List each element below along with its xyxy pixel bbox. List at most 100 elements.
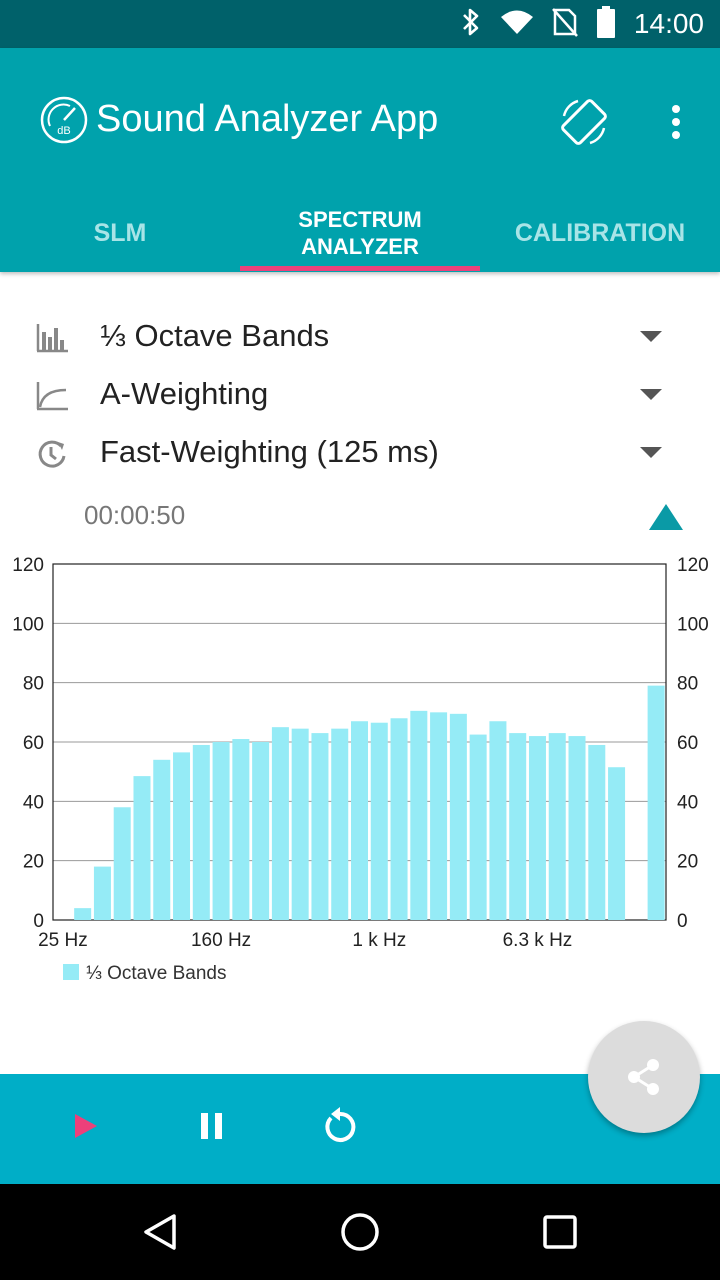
history-clock-icon	[34, 436, 70, 472]
y-tick-label-left: 0	[33, 911, 44, 932]
bar-band-27	[588, 744, 606, 920]
collapse-settings-button[interactable]	[649, 504, 683, 530]
replay-icon	[325, 1107, 356, 1142]
bar-band-11	[271, 727, 289, 920]
bar-band-12	[291, 728, 309, 920]
pause-icon	[201, 1113, 222, 1139]
weighting-curve-icon	[34, 378, 70, 414]
recents-button[interactable]	[530, 1202, 590, 1262]
bar-band-10	[252, 742, 270, 920]
y-tick-label-right: 40	[677, 792, 698, 813]
y-tick-label-left: 40	[23, 792, 44, 813]
bar-band-7	[192, 744, 210, 920]
spectrum-chart: 0 20 40 60 80 100 120 0 20 40 60 80 100 120 25 Hz 160…	[12, 555, 709, 984]
bar-band-30	[647, 685, 665, 920]
bar-band-4	[133, 776, 151, 920]
bar-band-16	[370, 722, 388, 920]
tab-spectrum-label-line1: SPECTRUM	[298, 207, 422, 232]
bar-band-23	[509, 733, 527, 920]
time-weighting-selector[interactable]: Fast-Weighting (125 ms)	[0, 424, 720, 482]
recents-icon	[543, 1215, 577, 1249]
active-tab-indicator	[240, 266, 480, 271]
y-tick-label-left: 120	[12, 555, 44, 576]
play-button[interactable]	[56, 1096, 116, 1156]
screen-rotation-icon	[561, 99, 607, 145]
x-tick-label: 1 k Hz	[352, 930, 406, 951]
battery-icon	[596, 5, 616, 43]
status-bar: 14:00	[0, 0, 720, 48]
y-tick-label-right: 80	[677, 674, 698, 695]
app-title: Sound Analyzer App	[96, 98, 439, 140]
time-weighting-value: Fast-Weighting (125 ms)	[100, 434, 439, 469]
tab-spectrum-label-line2: ANALYZER	[301, 234, 419, 259]
bar-band-15	[350, 721, 369, 920]
bar-band-18	[410, 710, 428, 920]
system-navigation-bar	[0, 1184, 720, 1280]
bar-band-22	[489, 721, 507, 920]
bar-band-6	[173, 752, 191, 920]
play-icon	[75, 1114, 97, 1138]
overflow-menu-button[interactable]	[656, 94, 696, 150]
y-tick-label-left: 80	[23, 674, 44, 695]
dropdown-arrow-icon	[640, 447, 662, 458]
bar-band-8	[212, 742, 230, 920]
y-tick-label-left: 60	[23, 733, 44, 754]
tab-calibration[interactable]: CALIBRATION	[480, 194, 720, 272]
dropdown-arrow-icon	[640, 389, 662, 400]
tab-slm-label: SLM	[93, 218, 147, 247]
back-icon	[144, 1214, 176, 1250]
dropdown-arrow-icon	[640, 331, 662, 342]
legend-swatch	[63, 964, 79, 980]
pause-button[interactable]	[182, 1096, 242, 1156]
y-tick-label-right: 60	[677, 733, 698, 754]
bar-band-14	[331, 728, 349, 920]
bar-band-17	[390, 718, 408, 920]
bar-band-1	[74, 908, 92, 920]
clock: 14:00	[633, 8, 704, 39]
bar-band-24	[528, 736, 546, 920]
y-tick-label-right: 120	[677, 555, 709, 576]
bar-band-20	[449, 713, 467, 920]
bar-band-13	[311, 733, 329, 920]
y-tick-label-left: 20	[23, 852, 44, 873]
bands-selector-value: ⅓ Octave Bands	[100, 318, 330, 353]
elapsed-time: 00:00:50	[84, 500, 186, 530]
left-axis-labels: 0 20 40 60 80 100 120	[12, 555, 44, 932]
bar-band-3	[113, 807, 131, 920]
share-button[interactable]	[588, 1021, 700, 1133]
bar-band-9	[232, 739, 250, 920]
bands-selector[interactable]: ⅓ Octave Bands	[0, 308, 720, 366]
bar-band-25	[548, 733, 566, 920]
chart-bars	[74, 685, 665, 920]
app-logo-text: dB	[57, 125, 70, 137]
bar-band-28	[608, 767, 626, 920]
x-tick-label: 6.3 k Hz	[503, 930, 573, 951]
tab-spectrum-analyzer[interactable]: SPECTRUM ANALYZER	[240, 194, 480, 272]
app-logo-icon: dB	[40, 96, 88, 144]
share-icon	[628, 1059, 659, 1095]
reset-button[interactable]	[310, 1096, 370, 1156]
x-tick-label: 25 Hz	[38, 930, 88, 951]
y-tick-label-right: 0	[677, 911, 688, 932]
x-tick-label: 160 Hz	[191, 930, 251, 951]
bar-band-21	[469, 734, 487, 920]
bluetooth-icon	[460, 7, 482, 42]
bar-band-26	[568, 736, 586, 920]
home-button[interactable]	[330, 1202, 390, 1262]
wifi-icon	[500, 9, 534, 40]
right-axis-labels: 0 20 40 60 80 100 120	[677, 555, 709, 932]
no-sim-icon	[551, 7, 578, 42]
y-tick-label-right: 20	[677, 852, 698, 873]
rotate-screen-button[interactable]	[556, 94, 612, 150]
bar-band-19	[430, 712, 448, 920]
home-icon	[341, 1213, 379, 1251]
frequency-weighting-selector[interactable]: A-Weighting	[0, 366, 720, 424]
more-vert-icon	[672, 105, 680, 139]
y-tick-label-right: 100	[677, 614, 709, 635]
app-bar: dB Sound Analyzer App SLM SPECTRUM ANALY…	[0, 48, 720, 272]
tab-calibration-label: CALIBRATION	[514, 218, 686, 247]
legend-label: ⅓ Octave Bands	[86, 963, 226, 984]
bar-band-2	[93, 866, 111, 920]
back-button[interactable]	[130, 1202, 190, 1262]
tab-slm[interactable]: SLM	[0, 194, 240, 272]
